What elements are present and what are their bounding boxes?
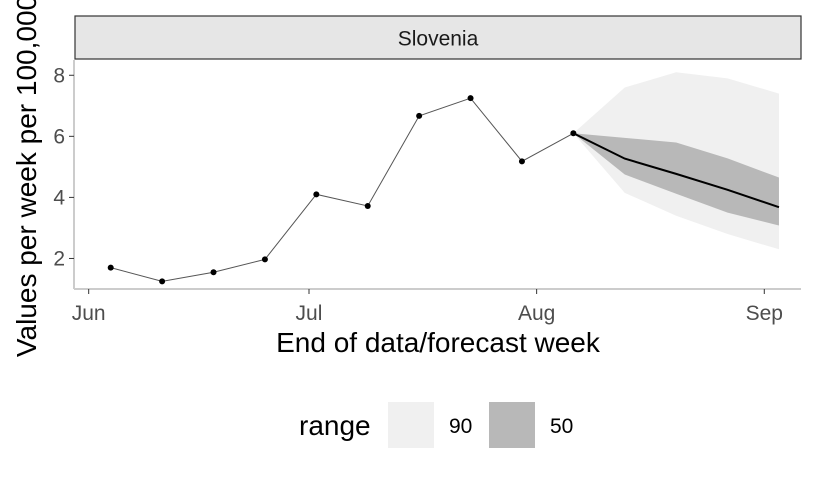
plot-panel — [107, 72, 780, 285]
forecast-bands — [573, 72, 779, 250]
y-axis-title: Values per week per 100,000 — [11, 0, 42, 357]
facet-strip-label: Slovenia — [398, 28, 479, 51]
x-tick-label: Jun — [72, 302, 106, 325]
legend-swatch-90 — [388, 402, 434, 448]
legend-swatch-50 — [489, 402, 535, 448]
observed-point — [416, 112, 423, 119]
x-tick-label: Sep — [746, 302, 783, 325]
x-tick-label: Jul — [296, 302, 323, 325]
y-tick-label: 8 — [53, 64, 65, 87]
axes: 2 4 6 8 Jun Jul Aug Sep — [53, 60, 801, 325]
observed-point — [159, 278, 166, 285]
x-axis-title: End of data/forecast week — [276, 327, 601, 358]
series-lines — [110, 97, 780, 282]
facet-strip-background — [74, 15, 802, 60]
legend-title: range — [299, 410, 371, 441]
observed-points — [107, 95, 577, 285]
legend-label-50: 50 — [550, 415, 573, 438]
observed-point — [107, 264, 114, 271]
band-50 — [573, 133, 779, 226]
legend-label-90: 90 — [449, 415, 472, 438]
y-tick-label: 2 — [53, 247, 65, 270]
facet-strip: Slovenia — [74, 15, 802, 60]
observed-line — [110, 97, 574, 282]
observed-point — [467, 95, 474, 102]
observed-point — [210, 269, 217, 276]
observed-point — [313, 191, 320, 198]
observed-point — [518, 158, 525, 165]
x-tick-label: Aug — [518, 302, 555, 325]
y-tick-label: 4 — [53, 186, 65, 209]
legend: range 90 50 — [299, 402, 573, 448]
y-tick-label: 6 — [53, 125, 65, 148]
observed-point — [261, 256, 268, 263]
observed-point — [570, 130, 577, 137]
y-ticks: 2 4 6 8 — [53, 64, 74, 270]
x-ticks: Jun Jul Aug Sep — [72, 289, 783, 325]
observed-point — [364, 202, 371, 209]
forecast-median-line — [572, 132, 780, 209]
